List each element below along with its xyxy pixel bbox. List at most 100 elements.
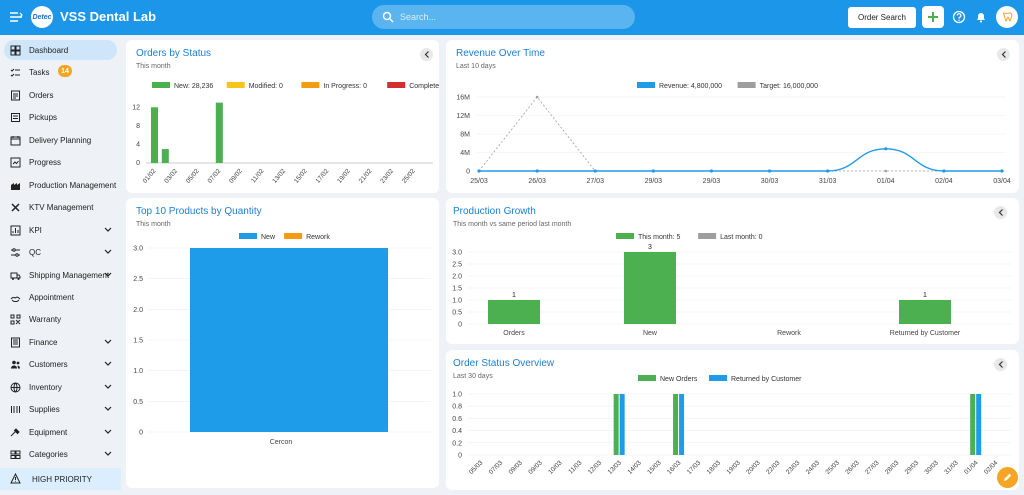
sidebar-item-label: Equipment (29, 427, 68, 437)
sidebar-item-label: Finance (29, 337, 58, 347)
sidebar-item-qc[interactable]: QC (4, 242, 117, 262)
sidebar-item-inventory[interactable]: Inventory (4, 377, 117, 397)
x-tick-label: 27/03 (586, 178, 604, 185)
chevron-down-icon[interactable] (104, 361, 112, 367)
revenue-point (826, 169, 830, 173)
sidebar-item-customers[interactable]: Customers (4, 354, 117, 374)
card-title: Order Status Overview (453, 358, 555, 369)
data-label: 3 (648, 244, 652, 251)
sidebar-item-appointment[interactable]: Appointment (4, 287, 117, 307)
chevron-down-icon[interactable] (104, 339, 112, 345)
truck-icon (10, 272, 21, 280)
card-subtitle: Last 30 days (453, 373, 493, 380)
x-tick-label: 24/03 (805, 459, 822, 476)
top-bar: Detec VSS Dental Lab Order Search (0, 0, 1024, 35)
sidebar-item-orders[interactable]: Orders (4, 85, 117, 105)
customers-icon (11, 360, 20, 369)
legend-label: Modified: 0 (249, 83, 283, 90)
collapse-button[interactable] (994, 206, 1007, 219)
chevron-down-icon[interactable] (104, 451, 112, 457)
y-tick-label: 2.0 (133, 307, 143, 314)
collapse-button[interactable] (994, 358, 1007, 371)
x-tick-label: 15/03 (646, 459, 663, 476)
chevron-down-icon[interactable] (104, 249, 112, 255)
app-logo[interactable]: Detec (31, 6, 53, 28)
sidebar-item-label: Dashboard (29, 46, 69, 55)
sidebar-item-categories[interactable]: Categories (4, 444, 117, 464)
y-tick-label: 0.4 (452, 428, 462, 435)
revenue-point (593, 169, 597, 173)
sidebar-item-equipment[interactable]: Equipment (4, 422, 117, 442)
x-tick-label: 29/03 (645, 178, 663, 185)
high-priority-button[interactable]: HIGH PRIORITY (0, 468, 121, 490)
y-tick-label: 0.8 (452, 404, 462, 411)
revenue-point (767, 169, 772, 173)
sidebar-item-delivery-planning[interactable]: Delivery Planning (4, 130, 117, 150)
y-tick-label: 3.0 (133, 246, 143, 253)
revenue-line (478, 148, 1002, 172)
search-input[interactable] (400, 12, 620, 22)
chevron-down-icon[interactable] (104, 227, 112, 233)
add-button[interactable] (922, 6, 944, 28)
search-bar[interactable] (372, 5, 635, 29)
collapse-button[interactable] (997, 48, 1010, 61)
production-growth-chart: This month: 5 Last month: 0 0 0.5 1.0 1.5 2.0 2… (452, 233, 1011, 337)
edit-fab-button[interactable] (997, 467, 1018, 488)
sidebar-item-finance[interactable]: Finance (4, 332, 117, 352)
x-tick-label: 31/03 (819, 178, 837, 185)
y-tick-label: 1.0 (452, 392, 462, 399)
help-icon[interactable] (952, 10, 966, 24)
order-status-overview-chart: New Orders Returned by Customer 0 0.2 0.4 0.6… (452, 375, 1011, 476)
legend-swatch (616, 233, 634, 239)
sidebar: Dashboard Tasks 14 Orders Pickups Delivery Pl… (0, 35, 121, 495)
sidebar-item-kpi[interactable]: KPI (4, 220, 117, 240)
y-tick-label: 3.0 (452, 250, 462, 257)
bar-this-month (624, 252, 676, 324)
chevron-down-icon[interactable] (104, 406, 112, 412)
order-search-button[interactable]: Order Search (848, 7, 916, 28)
x-tick-label: 25/03 (470, 178, 488, 185)
bell-icon[interactable] (974, 10, 988, 24)
sidebar-item-ktv-management[interactable]: KTV Management (4, 197, 117, 217)
sidebar-item-progress[interactable]: Progress (4, 152, 117, 172)
sidebar-item-warranty[interactable]: Warranty (4, 309, 117, 329)
collapse-button[interactable] (420, 48, 433, 61)
sidebar-item-shipping-management[interactable]: Shipping Management (4, 265, 117, 285)
x-tick-label: 11/03 (567, 459, 583, 475)
y-tick-label: 8M (460, 132, 470, 139)
sidebar-item-label: Tasks (29, 68, 50, 78)
order-status-overview-card: Order Status Overview Last 30 days New O… (446, 350, 1019, 490)
y-tick-label: 0 (458, 453, 462, 460)
data-label: 1 (923, 292, 927, 299)
chevron-down-icon[interactable] (104, 429, 112, 435)
tooth-icon (1002, 12, 1013, 22)
sidebar-item-pickups[interactable]: Pickups (4, 107, 117, 127)
x-tick-label: 25/03 (824, 459, 841, 476)
sidebar-item-label: Shipping Management (29, 270, 110, 280)
x-tick-label: 07/03 (488, 459, 505, 476)
sidebar-item-dashboard[interactable]: Dashboard (4, 40, 117, 60)
sidebar-item-tasks[interactable]: Tasks 14 (4, 62, 117, 82)
sidebar-item-production-management[interactable]: Production Management (4, 175, 117, 195)
menu-icon[interactable] (9, 10, 23, 24)
chevron-left-icon (1001, 51, 1006, 58)
chevron-down-icon[interactable] (104, 384, 112, 390)
sidebar-item-supplies[interactable]: Supplies (4, 399, 117, 419)
x-tick-label: 01/04 (877, 178, 895, 185)
y-tick-label: 0.2 (452, 440, 462, 447)
sidebar-item-label: QC (29, 248, 41, 258)
bar-new (161, 149, 169, 163)
factory-icon (11, 182, 20, 190)
x-tick-label: 14/03 (626, 459, 643, 476)
top10-products-chart: New Rework 0 0.5 1.0 1.5 2.0 2.5 3.0 Cercon (133, 233, 431, 446)
revenue-point (1000, 169, 1004, 173)
chevron-left-icon (998, 209, 1003, 216)
sidebar-item-label: Production Management (29, 180, 117, 190)
finance-icon (11, 337, 20, 348)
plus-icon (928, 12, 938, 22)
user-avatar[interactable] (996, 6, 1018, 28)
search-icon (382, 11, 394, 23)
legend-label: Last month: 0 (720, 234, 763, 241)
sidebar-item-label: Supplies (29, 405, 60, 415)
chevron-down-icon[interactable] (104, 272, 112, 278)
